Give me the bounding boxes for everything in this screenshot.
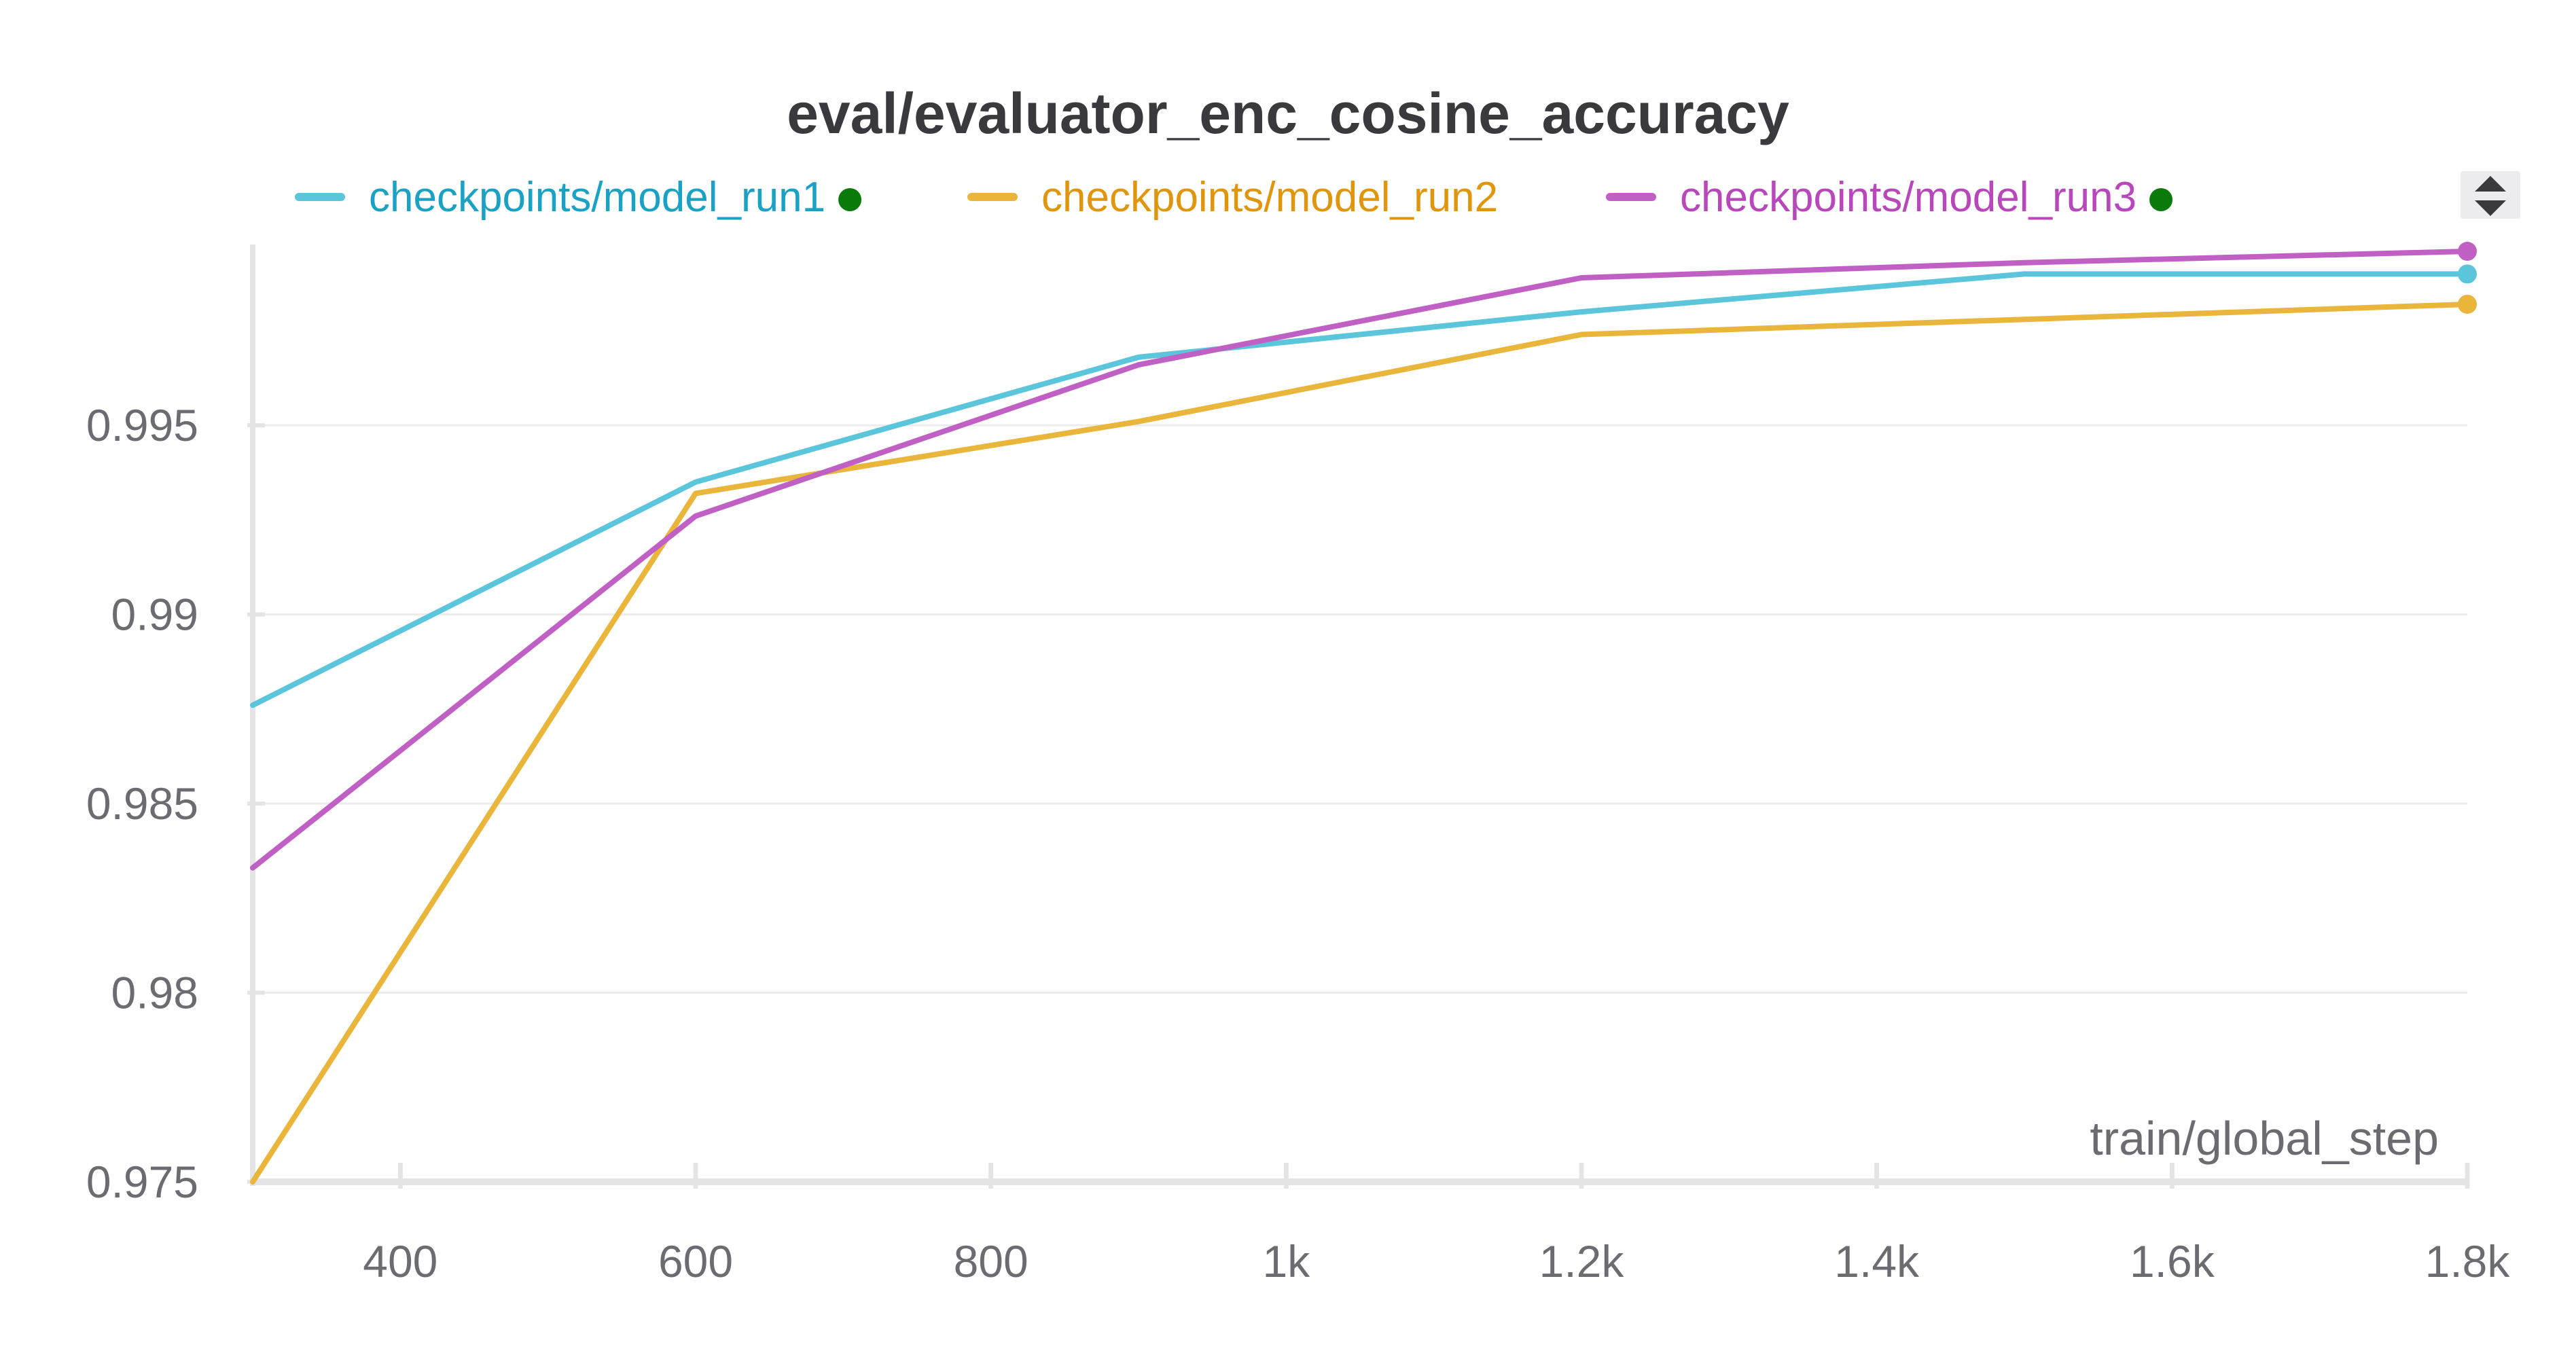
y-axis: 0.975 0.98 0.985 0.99 0.995	[86, 400, 265, 1207]
legend-expand-button[interactable]	[2461, 171, 2520, 219]
series-line-2	[250, 302, 2470, 1185]
status-dot-icon	[2149, 188, 2173, 211]
legend-label: checkpoints/model_run2	[1041, 174, 1498, 221]
series-line-3	[250, 249, 2470, 871]
down-arrow-icon[interactable]	[2475, 200, 2506, 216]
legend: checkpoints/model_run1 checkpoints/model_…	[295, 174, 2173, 221]
x-axis: 400 600 800 1k 1.2k 1.4k 1.6k 1.8k	[363, 1163, 2510, 1286]
y-tick-label: 0.985	[86, 778, 198, 829]
legend-label: checkpoints/model_run1	[369, 174, 825, 221]
series-end-point-3	[2458, 242, 2477, 261]
axes	[250, 245, 2467, 1186]
x-tick-label: 600	[658, 1236, 733, 1286]
series-end-points	[2458, 242, 2477, 314]
legend-label: checkpoints/model_run3	[1680, 174, 2136, 221]
legend-expand-button-bg[interactable]	[2461, 171, 2520, 219]
series-end-point-1	[2458, 264, 2477, 284]
x-tick-label: 1.8k	[2425, 1236, 2511, 1286]
series-end-point-2	[2458, 294, 2477, 314]
y-tick-label: 0.975	[86, 1157, 198, 1207]
series-lines	[250, 249, 2470, 1185]
y-tick-label: 0.99	[111, 590, 198, 640]
legend-item[interactable]: checkpoints/model_run1	[295, 174, 862, 221]
x-tick-label: 1.2k	[1539, 1236, 1625, 1286]
up-arrow-icon[interactable]	[2475, 176, 2506, 192]
x-tick-label: 1.4k	[1834, 1236, 1920, 1286]
y-tick-label: 0.995	[86, 400, 198, 450]
series-line-1	[250, 271, 2470, 708]
x-tick-label: 800	[954, 1236, 1028, 1286]
y-tick-label: 0.98	[111, 968, 198, 1018]
x-tick-label: 400	[363, 1236, 437, 1286]
legend-item[interactable]: checkpoints/model_run2	[967, 174, 1498, 221]
chart-title: eval/evaluator_enc_cosine_accuracy	[787, 82, 1789, 145]
legend-item[interactable]: checkpoints/model_run3	[1606, 174, 2173, 221]
grid	[253, 424, 2467, 994]
x-axis-label: train/global_step	[2090, 1112, 2439, 1165]
status-dot-icon	[838, 188, 862, 211]
x-tick-label: 1.6k	[2130, 1236, 2215, 1286]
x-tick-label: 1k	[1262, 1236, 1310, 1286]
